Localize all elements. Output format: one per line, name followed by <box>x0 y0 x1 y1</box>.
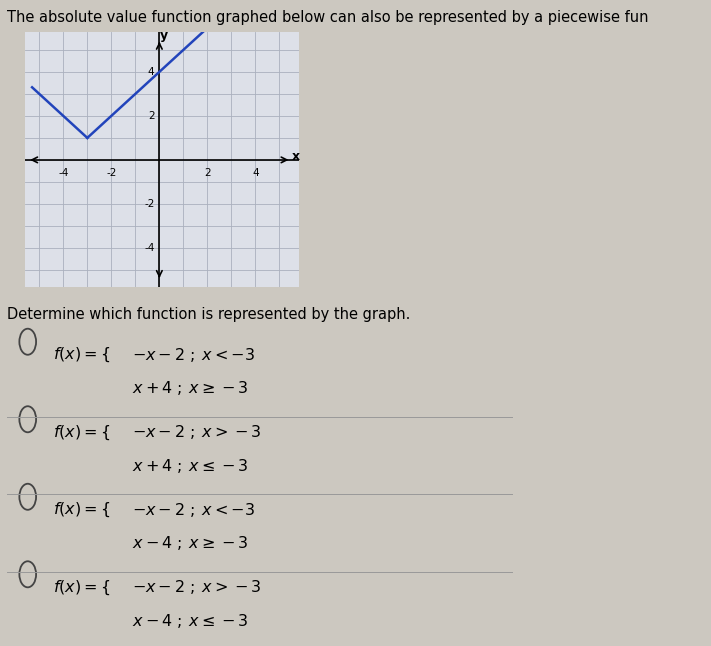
Text: $x-4\;;\;x \leq -3$: $x-4\;;\;x \leq -3$ <box>132 612 248 630</box>
Text: -2: -2 <box>106 167 117 178</box>
Text: y: y <box>159 29 168 42</box>
Text: $-x-2\;;\;x < -3$: $-x-2\;;\;x < -3$ <box>132 346 255 364</box>
Text: 4: 4 <box>148 67 154 77</box>
Text: $-x-2\;;\;x > -3$: $-x-2\;;\;x > -3$ <box>132 578 261 596</box>
Text: $f(x) = \{$: $f(x) = \{$ <box>53 423 111 441</box>
Text: 4: 4 <box>252 167 259 178</box>
Text: $x+4\;;\;x \geq -3$: $x+4\;;\;x \geq -3$ <box>132 379 248 397</box>
Text: $-x-2\;;\;x < -3$: $-x-2\;;\;x < -3$ <box>132 501 255 519</box>
Text: 2: 2 <box>148 111 154 121</box>
Text: -4: -4 <box>58 167 68 178</box>
Text: x: x <box>292 150 300 163</box>
Text: 2: 2 <box>204 167 210 178</box>
Text: $f(x) = \{$: $f(x) = \{$ <box>53 501 111 519</box>
Text: $f(x) = \{$: $f(x) = \{$ <box>53 346 111 364</box>
Text: $x+4\;;\;x \leq -3$: $x+4\;;\;x \leq -3$ <box>132 457 248 475</box>
Text: Determine which function is represented by the graph.: Determine which function is represented … <box>7 307 410 322</box>
Text: $-x-2\;;\;x > -3$: $-x-2\;;\;x > -3$ <box>132 423 261 441</box>
Text: -2: -2 <box>144 199 154 209</box>
Text: $f(x) = \{$: $f(x) = \{$ <box>53 578 111 596</box>
Text: The absolute value function graphed below can also be represented by a piecewise: The absolute value function graphed belo… <box>7 10 648 25</box>
Text: $x-4\;;\;x \geq -3$: $x-4\;;\;x \geq -3$ <box>132 534 248 552</box>
Text: -4: -4 <box>144 243 154 253</box>
